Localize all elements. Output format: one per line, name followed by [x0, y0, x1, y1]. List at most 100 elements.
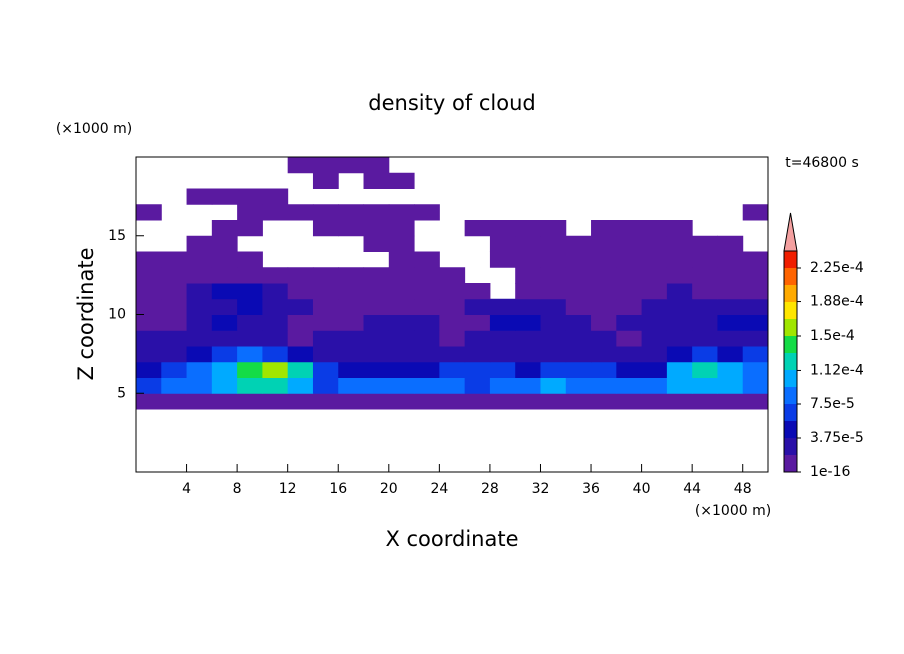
contour-cell [692, 251, 718, 268]
contour-cell [464, 330, 491, 347]
contour-cell [742, 330, 769, 347]
contour-cell [363, 283, 390, 300]
y-tick-label: 10 [108, 307, 126, 323]
contour-cell [515, 235, 541, 252]
contour-cell [363, 346, 390, 363]
contour-cell [388, 283, 415, 300]
contour-cell [237, 251, 263, 268]
contour-cell [363, 314, 390, 331]
x-tick-label: 16 [329, 481, 347, 497]
contour-cell [338, 346, 365, 363]
contour-cell [262, 267, 289, 284]
contour-cell [363, 298, 390, 315]
contour-cell [591, 361, 617, 378]
colorbar-tick-label: 2.25e-4 [810, 260, 864, 276]
contour-cell [616, 393, 643, 410]
contour-cell [742, 298, 769, 315]
contour-cell [641, 235, 668, 252]
colorbar-band [784, 421, 797, 438]
contour-cell [641, 393, 668, 410]
contour-cell [136, 283, 162, 300]
contour-cell [262, 314, 289, 331]
contour-cell [363, 204, 390, 221]
contour-cell [565, 251, 592, 268]
contour-cell [666, 220, 693, 237]
contour-cell [136, 377, 162, 394]
contour-cell [388, 251, 415, 268]
contour-cell [211, 251, 238, 268]
colorbar-extend [783, 212, 798, 252]
contour-cell [692, 283, 718, 300]
contour-cell [237, 330, 263, 347]
contour-cell [464, 220, 491, 237]
contour-cell [363, 377, 390, 394]
contour-cell [666, 267, 693, 284]
contour-cell [717, 314, 744, 331]
contour-cell [641, 251, 668, 268]
contour-cell [414, 298, 440, 315]
y-unit: (×1000 m) [56, 121, 132, 137]
contour-cell [515, 346, 541, 363]
contour-cell [591, 235, 617, 252]
colorbar-band [784, 285, 797, 302]
contour-cell [641, 220, 668, 237]
y-axis-label: Z coordinate [74, 247, 98, 380]
contour-cell [515, 220, 541, 237]
contour-cell [717, 330, 744, 347]
contour-cell [692, 330, 718, 347]
contour-cell [540, 330, 567, 347]
contour-cell [616, 251, 643, 268]
contour-cell [515, 314, 541, 331]
contour-cell [717, 393, 744, 410]
contour-cell [742, 283, 769, 300]
contour-cell [211, 346, 238, 363]
contour-cell [237, 377, 263, 394]
contour-cell [717, 267, 744, 284]
contour-cell [211, 220, 238, 237]
contour-cell [287, 393, 314, 410]
contour-cell [338, 393, 365, 410]
contour-cell [489, 393, 516, 410]
contour-cell [414, 346, 440, 363]
contour-cell [414, 204, 440, 221]
contour-cell [388, 314, 415, 331]
x-tick-label: 24 [430, 481, 448, 497]
contour-cell [312, 220, 339, 237]
contour-cell [515, 330, 541, 347]
contour-cell [363, 220, 390, 237]
contour-cell [616, 298, 643, 315]
contour-cell [338, 330, 365, 347]
contour-cell [692, 377, 718, 394]
contour-cell [338, 314, 365, 331]
contour-cell [540, 235, 567, 252]
contour-cell [515, 393, 541, 410]
contour-cell [565, 267, 592, 284]
colorbar-band [784, 353, 797, 370]
contour-cell [717, 361, 744, 378]
colorbar-band [784, 251, 797, 268]
colorbar-tick-label: 1.88e-4 [810, 294, 864, 310]
contour-cell [237, 393, 263, 410]
contour-cell [136, 204, 162, 221]
contour-cell [237, 188, 263, 205]
contour-cell [186, 298, 213, 315]
contour-cell [186, 346, 213, 363]
contour-cell [262, 283, 289, 300]
contour-cell [388, 298, 415, 315]
contour-cell [136, 267, 162, 284]
contour-cell [489, 361, 516, 378]
contour-cell [717, 346, 744, 363]
contour-cell [742, 251, 769, 268]
contour-cell [211, 314, 238, 331]
contour-cell [363, 235, 390, 252]
contour-cell [439, 283, 466, 300]
contour-cell [515, 251, 541, 268]
contour-cell [742, 361, 769, 378]
contour-cell [186, 377, 213, 394]
contour-cell [666, 361, 693, 378]
contour-cell [515, 361, 541, 378]
contour-cell [641, 267, 668, 284]
contour-cell [237, 220, 263, 237]
y-tick-label: 5 [117, 385, 126, 401]
contour-cell [262, 393, 289, 410]
